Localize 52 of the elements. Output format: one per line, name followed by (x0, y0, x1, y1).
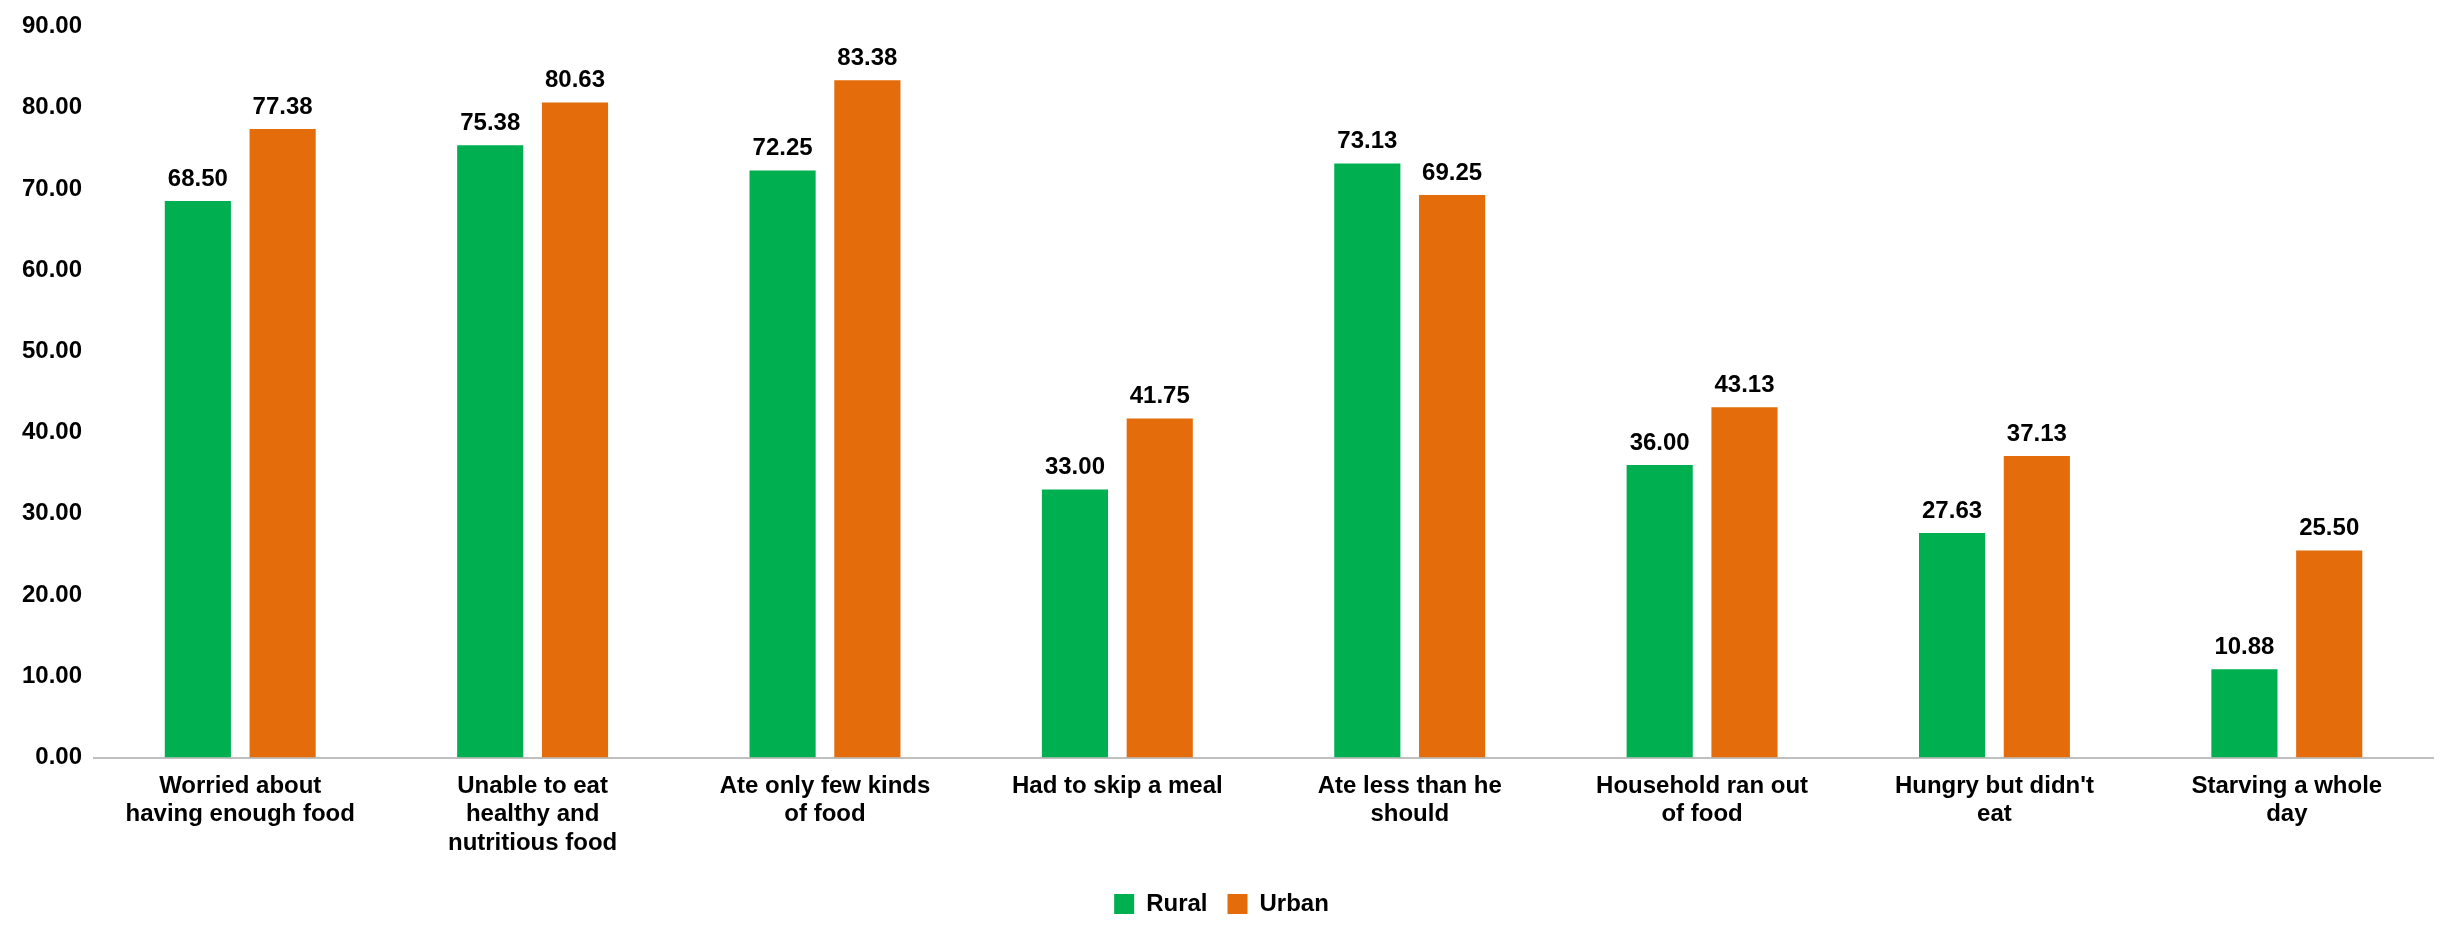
bar (1419, 194, 1486, 758)
data-label: 80.63 (544, 65, 606, 93)
y-tick-label: 90.00 (22, 11, 83, 39)
y-tick-label: 60.00 (22, 254, 83, 282)
data-label: 37.13 (2006, 418, 2067, 446)
data-label: 73.13 (1337, 126, 1398, 154)
x-tick-label: Had to skip a meal (1011, 770, 1223, 798)
data-label: 25.50 (2299, 513, 2360, 541)
data-label: 36.00 (1629, 427, 1690, 455)
x-tick-label: Ate less than he should (1317, 770, 1502, 827)
data-label: 68.50 (167, 163, 228, 191)
x-tick-label: Household ran out of food (1596, 770, 1809, 827)
y-tick-label: 50.00 (22, 336, 83, 363)
bar (2296, 550, 2363, 758)
bar (164, 201, 231, 758)
data-label: 27.63 (1922, 495, 1983, 523)
bar (1126, 418, 1193, 758)
data-label: 41.75 (1129, 381, 1190, 409)
x-tick-label: Unable to eat healthy and nutritious food (447, 770, 618, 856)
bar (2003, 455, 2070, 758)
data-label: 75.38 (460, 107, 521, 135)
y-tick-label: 80.00 (22, 92, 83, 120)
y-tick-label: 40.00 (22, 417, 83, 445)
y-tick-label: 30.00 (22, 498, 83, 526)
data-label: 33.00 (1044, 452, 1105, 480)
bar (749, 170, 816, 758)
bar (1041, 489, 1109, 758)
x-tick-label: Ate only few kinds of food (719, 770, 931, 827)
bar (249, 128, 316, 758)
data-label: 69.25 (1422, 157, 1483, 185)
data-label: 10.88 (2214, 631, 2275, 659)
y-tick-label: 20.00 (22, 579, 83, 607)
data-label: 43.13 (1714, 369, 1775, 397)
data-label: 83.38 (837, 42, 898, 70)
data-label: 77.38 (252, 91, 313, 119)
data-label: 72.25 (752, 133, 813, 161)
bar (1918, 533, 1986, 758)
y-tick-label: 0.00 (35, 742, 83, 770)
x-tick-label: Starving a whole day (2191, 770, 2383, 827)
bar (2211, 669, 2278, 758)
y-tick-label: 70.00 (22, 173, 83, 201)
bar (1626, 465, 1693, 758)
x-tick-label: Worried about having enough food (125, 770, 355, 827)
legend-label: Rural (1146, 888, 1208, 916)
bar (457, 145, 524, 758)
bar (1711, 407, 1778, 758)
legend-label: Urban (1259, 888, 1329, 916)
bar (1334, 163, 1401, 758)
bar (834, 80, 901, 758)
bar (541, 102, 609, 758)
y-tick-label: 10.00 (22, 660, 83, 688)
x-tick-label: Hungry but didn't eat (1894, 770, 2094, 827)
